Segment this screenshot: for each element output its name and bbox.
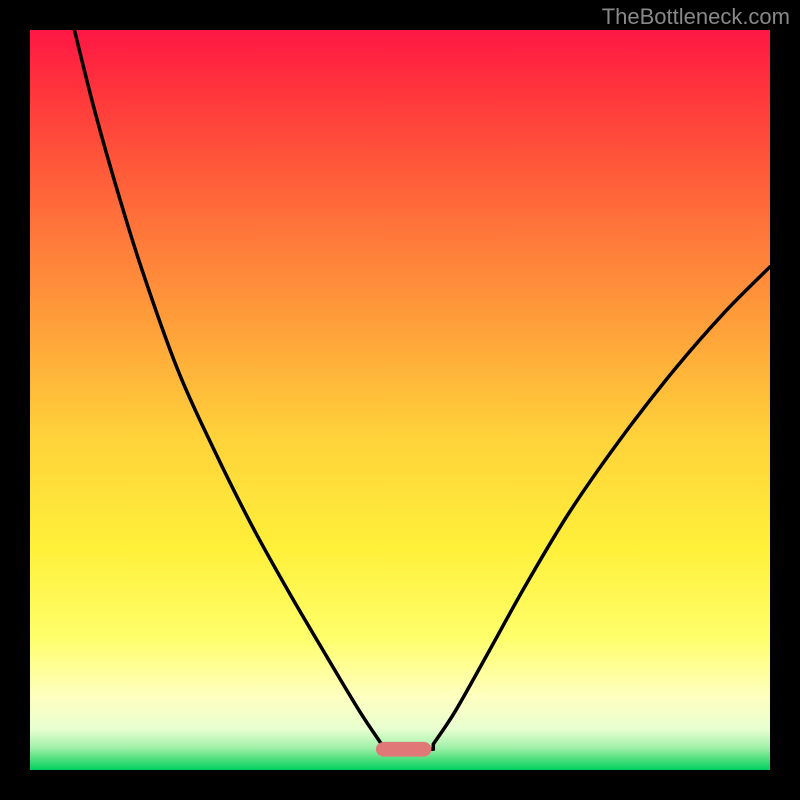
chart-container: TheBottleneck.com [0,0,800,800]
optimal-point-marker [376,742,432,757]
plot-background [30,30,770,770]
bottleneck-chart [0,0,800,800]
watermark-text: TheBottleneck.com [602,4,790,30]
